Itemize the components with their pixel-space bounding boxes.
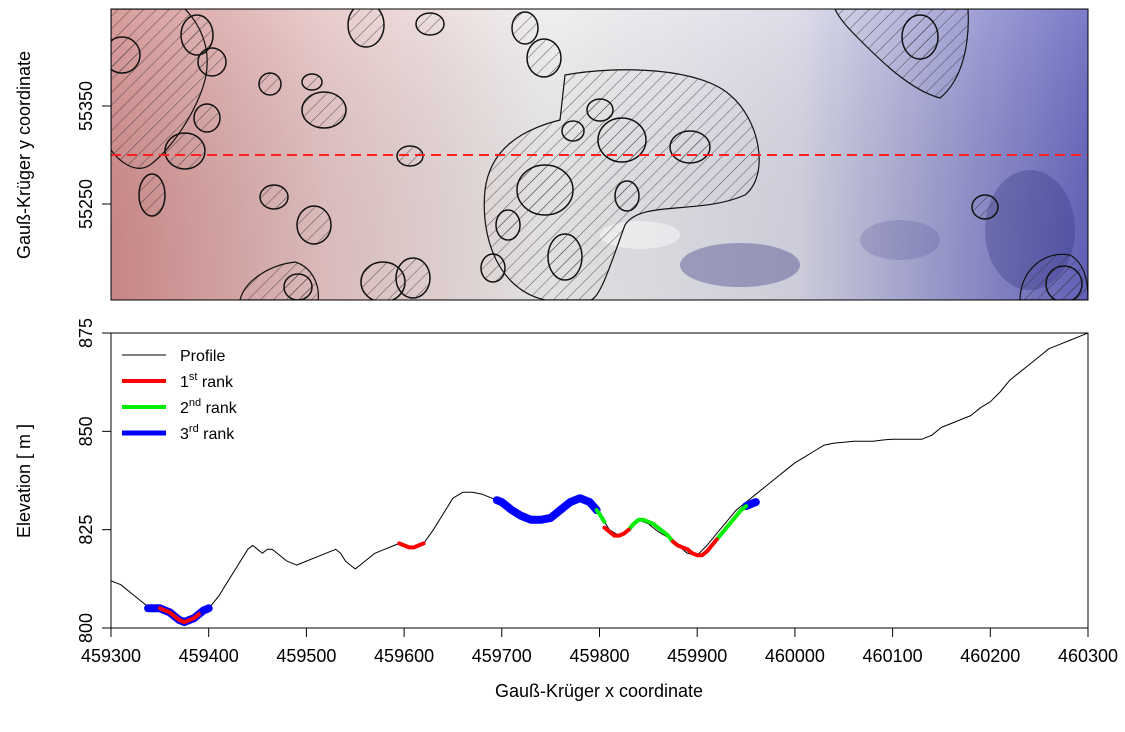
y-axis: 800 825 850 875: [76, 318, 111, 643]
y-tick-label: 825: [76, 515, 96, 545]
y-tick-label: 800: [76, 613, 96, 643]
relief-valley-shade: [680, 243, 800, 287]
y-axis-title: Elevation [ m ]: [14, 424, 34, 538]
hatched-blob: [258, 72, 282, 96]
series-line-profile: [111, 333, 1088, 621]
hatched-blob: [283, 273, 313, 300]
legend-label-2nd-rank: 2nd rank: [180, 397, 238, 417]
x-axis-title: Gauß-Krüger x coordinate: [495, 681, 703, 701]
hatched-blob: [164, 132, 206, 170]
hatched-blob: [511, 11, 539, 45]
x-tick-label: 459600: [374, 646, 434, 666]
series-line-1st-rank: [602, 525, 631, 538]
x-tick-label: 460300: [1058, 646, 1118, 666]
legend-label-3rd-rank: 3rd rank: [180, 423, 235, 443]
map-panel: 55350 55250 Gauß-Krüger y coordinate: [14, 8, 1089, 301]
x-tick-label: 459500: [276, 646, 336, 666]
hatched-blob: [614, 180, 640, 212]
hatched-blobs: [111, 9, 1083, 300]
series-line-1st-rank: [157, 606, 201, 625]
relief-map: [111, 9, 1088, 300]
map-y-tick-label: 55350: [76, 81, 96, 131]
x-tick-label: 459800: [569, 646, 629, 666]
x-tick-label: 459300: [81, 646, 141, 666]
legend-label-1st-rank: 1st rank: [180, 371, 234, 391]
map-y-tick-label: 55250: [76, 179, 96, 229]
hatched-blob: [526, 38, 562, 78]
hatched-blob: [597, 117, 647, 163]
hatched-blob: [547, 233, 583, 281]
map-y-axis: 55350 55250 Gauß-Krüger y coordinate: [14, 51, 111, 259]
plot-area: [111, 333, 1088, 627]
profile-panel: 459300 459400 459500 459600 459700 459800 4599…: [14, 318, 1118, 701]
hatched-blob: [669, 130, 711, 164]
hatched-blob: [197, 47, 227, 77]
legend: Profile 1st rank 2nd rank 3rd rank: [122, 348, 238, 443]
x-tick-label: 459900: [667, 646, 727, 666]
hatched-blob: [901, 14, 939, 60]
y-tick-label: 850: [76, 416, 96, 446]
hatched-blob: [415, 12, 445, 36]
series-line-2nd-rank: [594, 508, 607, 524]
map-y-axis-title: Gauß-Krüger y coordinate: [14, 51, 34, 259]
plot-frame: [110, 332, 1089, 629]
hatched-blob: [347, 9, 385, 48]
x-tick-label: 460100: [863, 646, 923, 666]
x-tick-label: 460200: [960, 646, 1020, 666]
series-line-2nd-rank: [626, 517, 675, 544]
hatched-blob: [296, 205, 332, 245]
x-axis: 459300 459400 459500 459600 459700 459800 4599…: [81, 628, 1118, 666]
relief-valley-shade: [860, 220, 940, 260]
map-frame: [110, 8, 1089, 301]
hatched-blob: [480, 253, 506, 283]
x-tick-label: 459400: [179, 646, 239, 666]
hatched-blob: [138, 173, 166, 217]
series-line-2nd-rank: [714, 504, 749, 542]
series-line-1st-rank: [397, 541, 426, 550]
hatched-blob: [193, 103, 221, 133]
x-tick-label: 460000: [765, 646, 825, 666]
hatched-blob: [971, 194, 999, 220]
hatched-blob: [301, 73, 323, 91]
hatched-blob: [111, 36, 141, 74]
hatched-blob: [1045, 265, 1083, 300]
hatched-blob: [259, 184, 289, 210]
series-line-3rd-rank: [492, 494, 601, 524]
legend-label-profile: Profile: [180, 348, 225, 365]
hatched-blob: [516, 164, 574, 216]
hatched-blob: [301, 91, 347, 129]
y-tick-label: 875: [76, 318, 96, 348]
hatched-blob: [180, 14, 214, 56]
hatched-blob: [561, 120, 585, 142]
series-line-1st-rank: [670, 537, 719, 558]
hatched-blob: [586, 98, 614, 122]
hatched-blob: [495, 209, 521, 241]
hatched-blob: [395, 257, 431, 299]
x-tick-label: 459700: [472, 646, 532, 666]
